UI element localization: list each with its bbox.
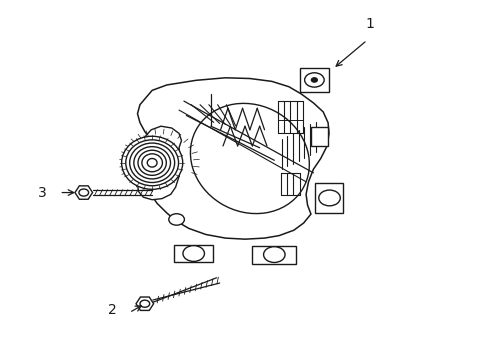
Text: 3: 3 [38, 185, 47, 199]
Circle shape [183, 246, 204, 261]
Ellipse shape [126, 140, 178, 186]
Polygon shape [315, 183, 343, 213]
Ellipse shape [147, 158, 157, 167]
Ellipse shape [130, 143, 174, 183]
Ellipse shape [138, 150, 166, 175]
Ellipse shape [191, 103, 309, 213]
Polygon shape [136, 297, 154, 310]
Circle shape [169, 214, 184, 225]
Ellipse shape [134, 147, 171, 179]
Text: 2: 2 [108, 303, 117, 317]
Polygon shape [252, 246, 296, 264]
Circle shape [146, 156, 167, 172]
Polygon shape [138, 126, 181, 200]
Polygon shape [174, 244, 213, 262]
Ellipse shape [122, 136, 183, 189]
Circle shape [305, 73, 324, 87]
Circle shape [312, 78, 318, 82]
Polygon shape [75, 186, 93, 199]
Circle shape [319, 190, 340, 206]
Ellipse shape [142, 154, 162, 172]
Text: 1: 1 [365, 17, 374, 31]
Polygon shape [312, 127, 328, 146]
Polygon shape [300, 68, 329, 92]
Circle shape [140, 300, 149, 307]
Polygon shape [138, 78, 329, 239]
Circle shape [79, 189, 89, 196]
Circle shape [264, 247, 285, 262]
